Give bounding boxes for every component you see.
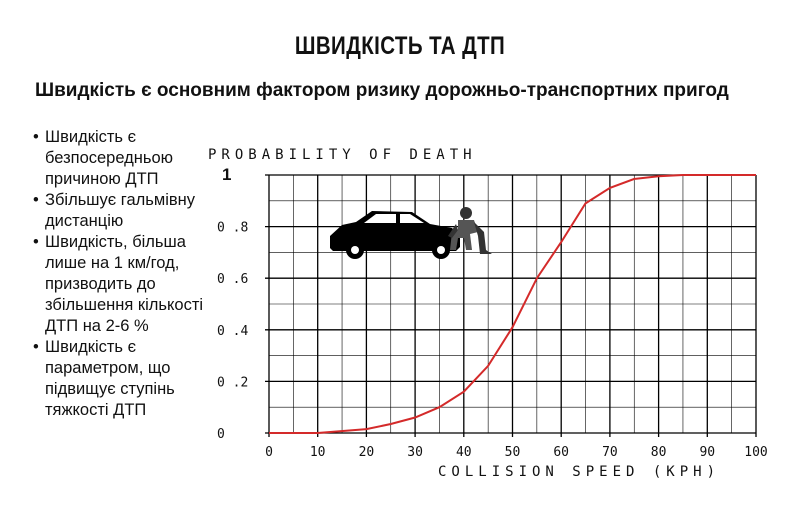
bullet-item: Швидкість є безпосередньою причиною ДТП (33, 127, 213, 190)
bullet-line: Швидкість, більша (45, 233, 186, 251)
bullet-line: підвищує ступінь (45, 380, 175, 398)
chart-grid (265, 174, 757, 437)
y-tick-label: 1 (222, 165, 231, 184)
x-tick-label: 0 (265, 445, 273, 460)
bullet-line: дистанцію (45, 212, 124, 230)
chart-tick-labels: 0 10 20 30 40 50 60 70 80 90 100 0 0 .2 0 .4 0 .6 0 .8 1 (217, 165, 768, 460)
y-tick-label: 0 .8 (217, 221, 248, 236)
x-tick-label: 50 (505, 445, 521, 460)
x-tick-label: 70 (602, 445, 618, 460)
car-icon (330, 211, 460, 259)
y-tick-label: 0 .6 (217, 272, 248, 287)
bullet-line: Швидкість є (45, 338, 137, 356)
bullet-line: лише на 1 км/год, (45, 254, 180, 272)
bullet-line: параметром, що (45, 359, 171, 377)
bullet-line: Збільшує гальмівну (45, 191, 195, 209)
y-tick-label: 0 .4 (217, 324, 248, 339)
x-axis-title: COLLISION SPEED (KPH) (438, 464, 720, 480)
bullet-line: призводить до (45, 275, 156, 293)
x-tick-label: 20 (359, 445, 375, 460)
x-tick-label: 80 (651, 445, 667, 460)
bullet-item: Збільшує гальмівну дистанцію (33, 190, 213, 232)
x-tick-label: 10 (310, 445, 326, 460)
bullet-item: Швидкість є параметром, що підвищує ступ… (33, 337, 213, 421)
probability-curve (269, 174, 756, 434)
bullet-line: збільшення кількості (45, 296, 204, 314)
x-tick-label: 100 (744, 445, 767, 460)
bullet-item: Швидкість, більша лише на 1 км/год, приз… (33, 232, 213, 337)
x-tick-label: 90 (699, 445, 715, 460)
bullet-list: Швидкість є безпосередньою причиною ДТП … (33, 127, 213, 421)
pedestrian-icon (448, 207, 492, 254)
x-tick-label: 40 (456, 445, 472, 460)
x-tick-label: 30 (407, 445, 423, 460)
x-tick-label: 60 (553, 445, 569, 460)
bullet-line: причиною ДТП (45, 170, 159, 188)
slide-subtitle: Швидкість є основним фактором ризику дор… (35, 80, 729, 101)
bullet-line: ДТП на 2-6 % (45, 317, 149, 335)
bullet-line: безпосередньою (45, 149, 174, 167)
bullet-line: Швидкість є (45, 128, 137, 146)
slide-title: ШВИДКІСТЬ ТА ДТП (294, 32, 506, 60)
bullet-line: тяжкості ДТП (45, 401, 147, 419)
y-tick-label: 0 (217, 427, 225, 442)
y-tick-label: 0 .2 (217, 375, 248, 390)
y-axis-title: PROBABILITY OF DEATH (208, 147, 477, 163)
